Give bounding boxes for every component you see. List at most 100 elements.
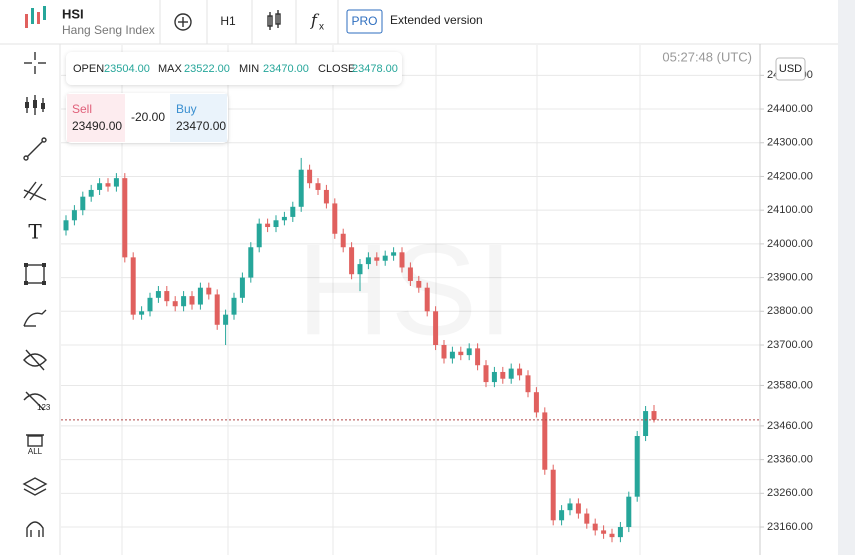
- candle-body: [265, 223, 271, 228]
- min-label: MIN: [239, 63, 259, 75]
- candle-body: [651, 411, 657, 420]
- max-value: 23522.00: [184, 63, 230, 75]
- candle-body: [189, 296, 195, 305]
- candle-body: [130, 257, 136, 315]
- add-button[interactable]: [174, 13, 192, 31]
- candle-body: [349, 247, 355, 275]
- candle-body: [634, 436, 640, 497]
- hide-drawings[interactable]: [23, 349, 47, 371]
- candle-body: [584, 513, 590, 524]
- symbol: HSI: [62, 6, 84, 21]
- candle-body: [424, 287, 430, 312]
- magnet-tool[interactable]: [26, 521, 44, 537]
- badge-123: 123: [37, 403, 51, 412]
- shape-tool[interactable]: [24, 263, 46, 285]
- candle-body: [97, 183, 103, 190]
- chart-type-button[interactable]: [267, 10, 281, 30]
- candle-body: [181, 296, 187, 307]
- candle-body: [525, 375, 531, 393]
- y-tick-label: 24300.00: [767, 137, 813, 149]
- candle-body: [575, 503, 581, 514]
- line-tool[interactable]: [23, 137, 47, 161]
- candle-body: [407, 267, 413, 281]
- y-tick-label: 23700.00: [767, 339, 813, 351]
- sidebar: T 123 ALL: [22, 44, 61, 555]
- candle-body: [458, 351, 464, 356]
- candle-body: [517, 368, 523, 376]
- time-label: 05:27:48 (UTC): [662, 49, 752, 64]
- candle-body: [88, 189, 94, 197]
- candle-body: [441, 345, 447, 359]
- y-tick-label: 23360.00: [767, 454, 813, 466]
- candle-body: [617, 527, 623, 538]
- indicator-sub: x: [319, 22, 324, 33]
- text-tool[interactable]: T: [28, 220, 42, 244]
- candle-body: [340, 233, 346, 248]
- candle-body: [609, 533, 615, 538]
- buy-price: 23470.00: [176, 119, 226, 133]
- candle-body: [365, 257, 371, 265]
- sell-button[interactable]: [67, 94, 125, 142]
- candle-body: [357, 264, 363, 275]
- ohlc-panel: [66, 52, 402, 85]
- currency-badge[interactable]: [775, 57, 806, 81]
- candle-body: [197, 287, 203, 305]
- extended-version[interactable]: Extended version: [390, 13, 483, 27]
- pro-box[interactable]: [346, 9, 383, 34]
- candle-body: [483, 365, 489, 383]
- candle-body: [63, 220, 69, 231]
- candle-body: [155, 291, 161, 298]
- buy-button[interactable]: [170, 94, 227, 142]
- candle-body: [256, 223, 262, 248]
- candle-body: [323, 189, 329, 204]
- open-label: OPEN: [73, 63, 104, 75]
- candle-body: [105, 183, 111, 187]
- y-tick-label: 24200.00: [767, 170, 813, 182]
- candle-body: [223, 314, 229, 325]
- buy-label: Buy: [176, 102, 197, 116]
- crosshair-tool[interactable]: [24, 52, 46, 74]
- indicators-tool[interactable]: [25, 95, 45, 115]
- timeframe[interactable]: H1: [220, 14, 236, 28]
- candle-body: [71, 210, 77, 221]
- candle-body: [206, 287, 212, 295]
- badge-all: ALL: [28, 447, 43, 456]
- y-tick-label: 23900.00: [767, 271, 813, 283]
- hide-indicators[interactable]: [23, 391, 47, 411]
- delete-all[interactable]: [26, 434, 44, 447]
- candle-body: [147, 297, 153, 312]
- candle-body: [416, 280, 422, 288]
- candle-body: [164, 291, 170, 302]
- indicator-button[interactable]: f: [310, 11, 320, 30]
- y-tick-label: 23160.00: [767, 521, 813, 533]
- candle-body: [382, 255, 388, 261]
- y-tick-label: 23580.00: [767, 379, 813, 391]
- sell-price: 23490.00: [72, 119, 122, 133]
- candle-body: [500, 371, 506, 379]
- candle-body: [542, 412, 548, 470]
- candle-body: [475, 348, 481, 366]
- sell-label: Sell: [72, 102, 92, 116]
- candle-body: [239, 277, 245, 298]
- candle-body: [307, 169, 313, 184]
- candle-body: [139, 311, 145, 315]
- candle-body: [231, 297, 237, 315]
- candle-body: [601, 530, 607, 534]
- spread: -20.00: [131, 110, 165, 124]
- candle-body: [391, 252, 397, 256]
- candle-body: [298, 169, 304, 207]
- candle-body: [433, 311, 439, 345]
- fib-tool[interactable]: [23, 181, 47, 201]
- logo: [25, 6, 46, 28]
- candle-body: [332, 203, 338, 234]
- watermark: HSI: [297, 216, 514, 362]
- symbol-name: Hang Seng Index: [62, 23, 155, 37]
- layers-tool[interactable]: [22, 477, 48, 496]
- candle-body: [550, 469, 556, 521]
- y-tick-label: 23260.00: [767, 487, 813, 499]
- brush-tool[interactable]: [23, 309, 47, 327]
- scroll-strip: [838, 0, 855, 555]
- y-tick-label: 24100.00: [767, 204, 813, 216]
- candle-body: [399, 252, 405, 268]
- candle-body: [281, 216, 287, 221]
